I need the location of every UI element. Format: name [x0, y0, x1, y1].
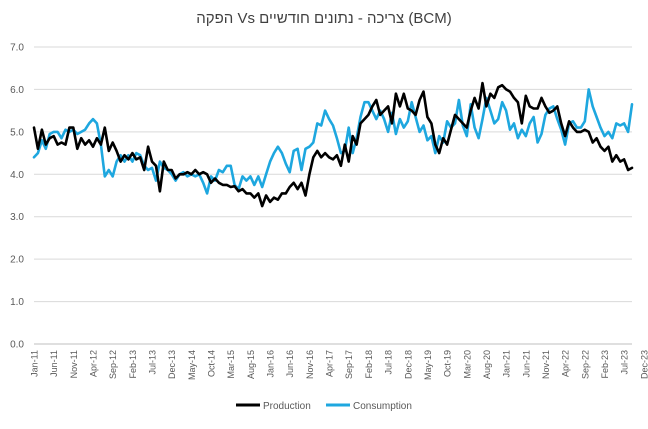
x-tick-label: Oct-19 [443, 350, 453, 377]
x-tick-label: Dec-13 [167, 350, 177, 379]
x-tick-label: May-14 [187, 350, 197, 380]
y-tick-label: 5.0 [10, 127, 24, 138]
x-tick-label: Oct-14 [207, 350, 217, 377]
legend-label-consumption: Consumption [353, 401, 412, 412]
x-tick-label: Mar-15 [226, 350, 236, 379]
x-tick-label: May-19 [423, 350, 433, 380]
x-tick-label: Nov-16 [305, 350, 315, 379]
x-tick-label: Aug-15 [246, 350, 256, 379]
x-tick-label: Jun-16 [285, 350, 295, 378]
x-tick-label: Apr-22 [561, 350, 571, 377]
x-tick-label: Nov-11 [69, 350, 79, 378]
y-tick-label: 7.0 [10, 43, 24, 54]
y-tick-label: 1.0 [10, 297, 24, 308]
series-lines [34, 83, 632, 206]
x-axis-ticks: Jan-11 Jun-11 Nov-11 Apr-12 Sep-12 Feb-13 Jul-… [30, 350, 648, 380]
x-tick-label: Jan-11 [30, 350, 40, 377]
x-tick-label: Jun-21 [521, 350, 531, 378]
series-line-production [34, 83, 632, 206]
x-tick-label: Aug-20 [482, 350, 492, 379]
x-tick-label: Sep-17 [344, 350, 354, 379]
x-tick-label: Sep-12 [108, 350, 118, 379]
gridlines [34, 47, 632, 344]
x-tick-label: Jul-18 [384, 350, 394, 375]
series-line-consumption [34, 89, 632, 193]
y-tick-label: 2.0 [10, 255, 24, 266]
x-tick-label: Apr-17 [325, 350, 335, 377]
x-tick-label: Apr-12 [89, 350, 99, 377]
x-tick-label: Mar-20 [462, 350, 472, 379]
y-tick-label: 0.0 [10, 340, 24, 351]
x-tick-label: Sep-22 [580, 350, 590, 379]
x-tick-label: Jun-11 [49, 350, 59, 377]
x-tick-label: Nov-21 [541, 350, 551, 379]
legend-label-production: Production [263, 401, 311, 412]
x-tick-label: Dec-23 [639, 350, 648, 379]
y-tick-label: 6.0 [10, 85, 24, 96]
x-tick-label: Feb-18 [364, 350, 374, 379]
chart-title: הפקה Vs צריכה - נתונים חודשיים (BCM) [0, 10, 648, 27]
y-axis-ticks: 0.0 1.0 2.0 3.0 4.0 5.0 6.0 7.0 [10, 43, 24, 351]
legend: Production Consumption [236, 401, 412, 412]
x-tick-label: Dec-18 [403, 350, 413, 379]
x-tick-label: Feb-23 [600, 350, 610, 379]
x-tick-label: Jul-13 [148, 350, 158, 375]
x-tick-label: Jan-21 [502, 350, 512, 378]
x-tick-label: Jul-23 [620, 350, 630, 375]
x-tick-label: Jan-16 [266, 350, 276, 378]
y-tick-label: 3.0 [10, 212, 24, 223]
y-tick-label: 4.0 [10, 170, 24, 181]
x-tick-label: Feb-13 [128, 350, 138, 379]
